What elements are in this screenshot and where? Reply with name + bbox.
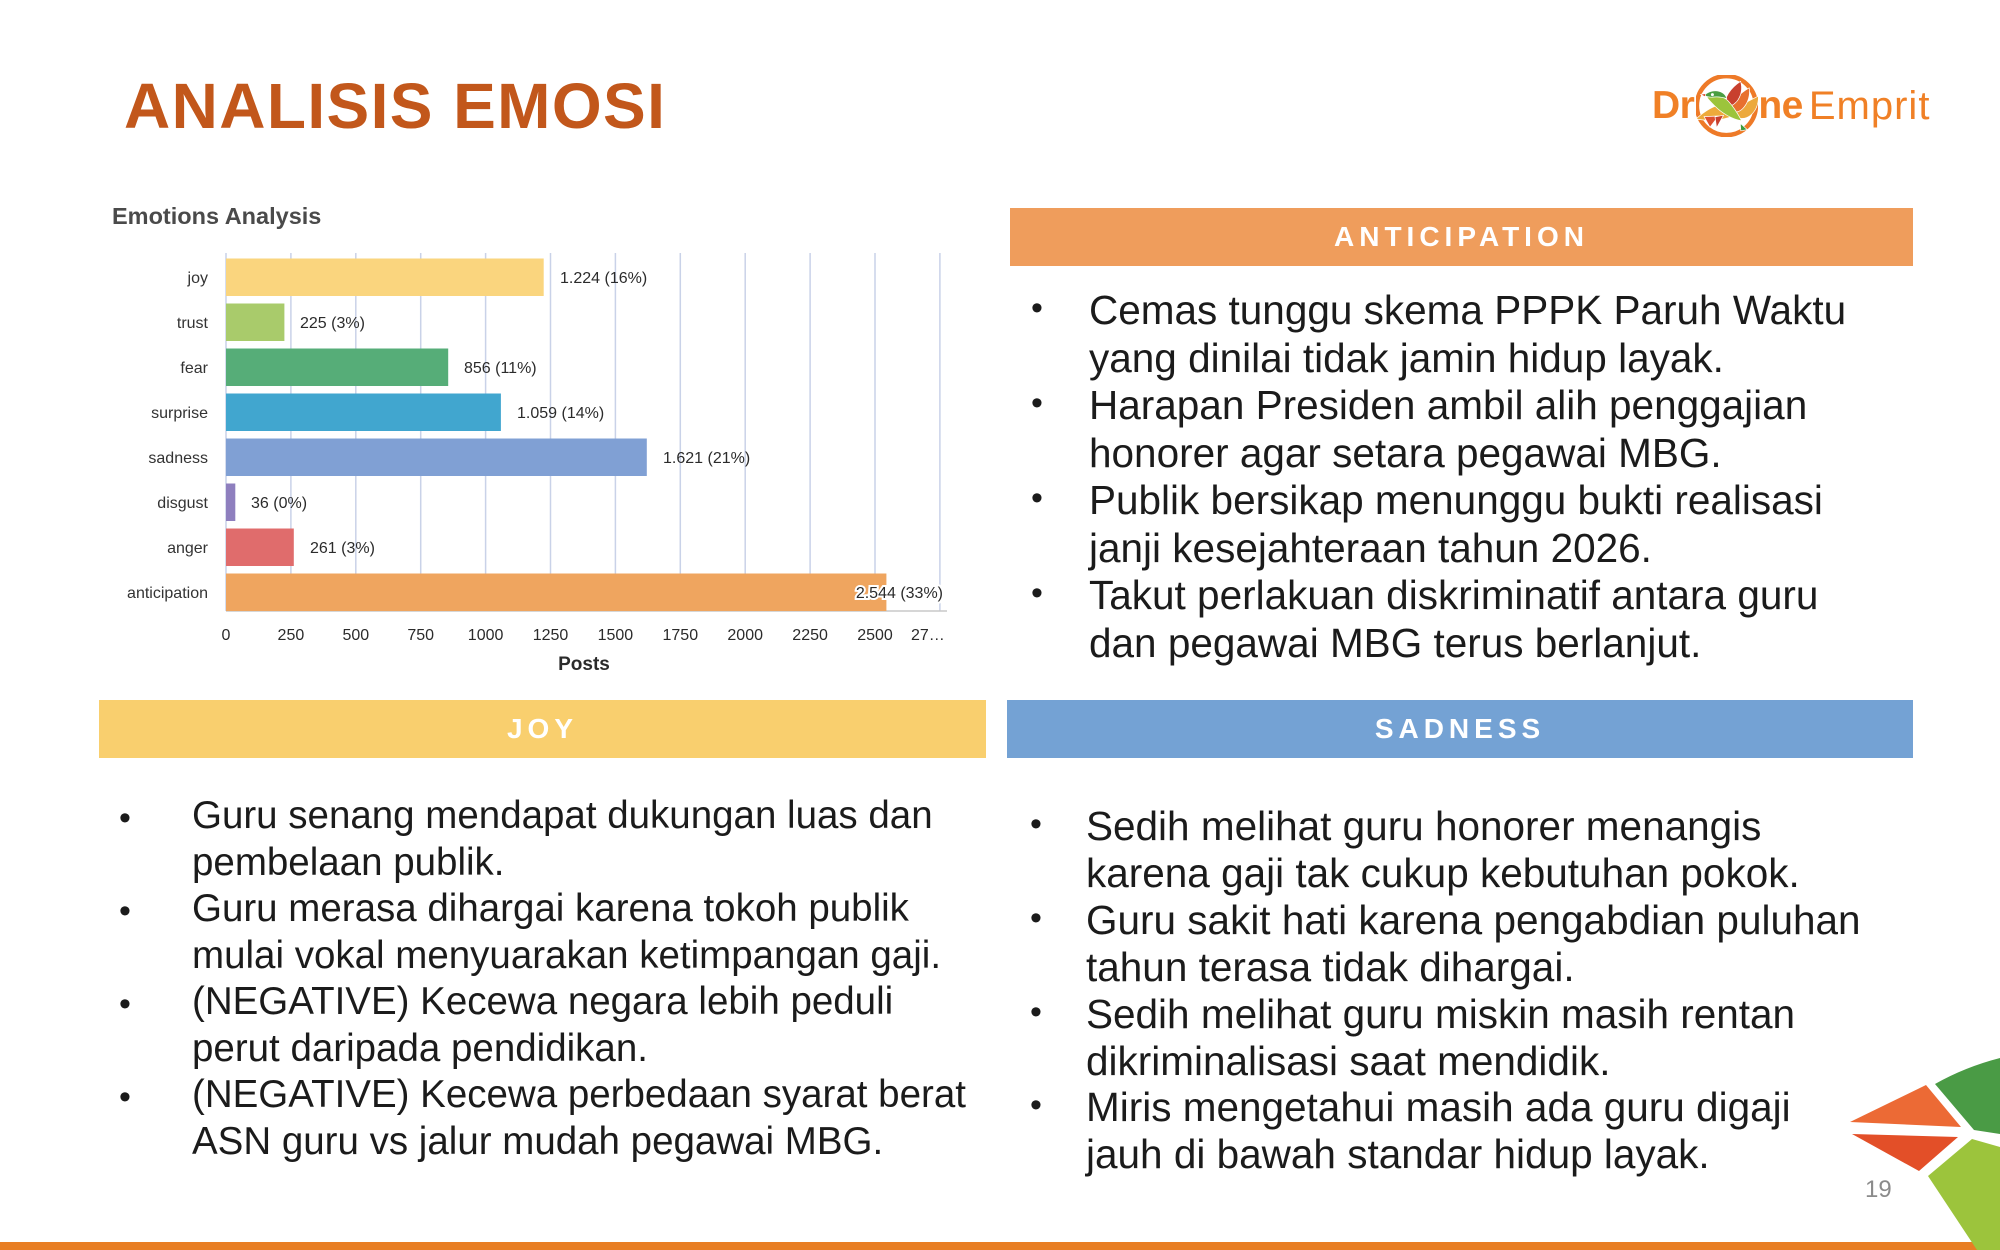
svg-text:750: 750 bbox=[407, 627, 434, 644]
svg-text:225 (3%): 225 (3%) bbox=[300, 315, 365, 332]
svg-text:disgust: disgust bbox=[157, 495, 208, 512]
svg-text:2.544 (33%): 2.544 (33%) bbox=[856, 585, 943, 602]
svg-text:surprise: surprise bbox=[151, 405, 208, 422]
svg-text:Posts: Posts bbox=[558, 654, 610, 675]
svg-text:Emotions Analysis: Emotions Analysis bbox=[112, 203, 321, 229]
svg-text:trust: trust bbox=[177, 315, 209, 332]
svg-text:2000: 2000 bbox=[727, 627, 763, 644]
svg-text:27…: 27… bbox=[911, 627, 945, 644]
svg-text:joy: joy bbox=[187, 270, 208, 287]
svg-text:1250: 1250 bbox=[533, 627, 569, 644]
svg-text:1.224 (16%): 1.224 (16%) bbox=[560, 270, 647, 287]
svg-text:261 (3%): 261 (3%) bbox=[310, 540, 375, 557]
svg-text:1500: 1500 bbox=[598, 627, 634, 644]
svg-text:1750: 1750 bbox=[663, 627, 699, 644]
svg-text:fear: fear bbox=[180, 360, 208, 377]
svg-text:1.621 (21%): 1.621 (21%) bbox=[663, 450, 750, 467]
svg-text:250: 250 bbox=[278, 627, 305, 644]
svg-text:2500: 2500 bbox=[857, 627, 893, 644]
svg-text:sadness: sadness bbox=[148, 450, 208, 467]
svg-text:0: 0 bbox=[222, 627, 231, 644]
svg-text:1000: 1000 bbox=[468, 627, 504, 644]
svg-text:36 (0%): 36 (0%) bbox=[251, 495, 307, 512]
svg-text:anticipation: anticipation bbox=[127, 585, 208, 602]
svg-text:1.059 (14%): 1.059 (14%) bbox=[517, 405, 604, 422]
svg-text:856 (11%): 856 (11%) bbox=[464, 360, 537, 377]
svg-text:anger: anger bbox=[167, 540, 209, 557]
svg-text:2250: 2250 bbox=[792, 627, 828, 644]
svg-text:500: 500 bbox=[342, 627, 369, 644]
